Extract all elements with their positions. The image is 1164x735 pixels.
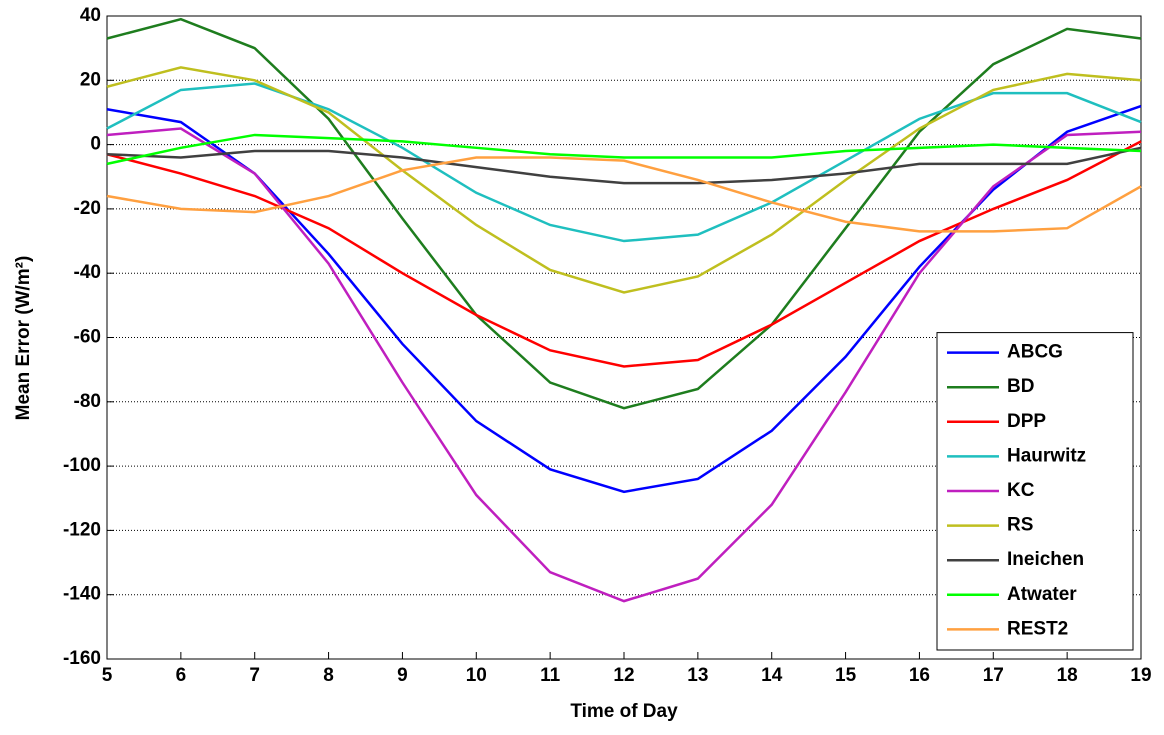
- legend-label: Ineichen: [1007, 549, 1084, 570]
- y-tick-label: 40: [80, 5, 101, 26]
- y-tick-label: 0: [90, 134, 101, 155]
- x-tick-label: 11: [540, 665, 561, 686]
- x-tick-label: 9: [397, 665, 408, 686]
- y-tick-label: -40: [74, 262, 101, 283]
- legend-label: KC: [1007, 480, 1035, 501]
- series-line: [106, 82, 1142, 243]
- x-tick-label: 19: [1130, 665, 1151, 686]
- y-tick-label: -120: [63, 519, 101, 540]
- series-line: [106, 127, 1142, 603]
- series-line: [106, 146, 1142, 185]
- x-tick-label: 5: [102, 665, 113, 686]
- x-tick-label: 8: [323, 665, 334, 686]
- legend-label: BD: [1007, 376, 1034, 397]
- x-tick-label: 13: [687, 665, 708, 686]
- x-tick-label: 18: [1057, 665, 1078, 686]
- legend-label: RS: [1007, 515, 1033, 536]
- y-tick-label: -160: [63, 648, 101, 669]
- x-tick-label: 17: [983, 665, 1004, 686]
- x-tick-label: 16: [909, 665, 930, 686]
- legend-label: DPP: [1007, 411, 1046, 432]
- legend-label: Atwater: [1007, 584, 1077, 605]
- x-tick-label: 14: [761, 665, 783, 686]
- x-axis-label: Time of Day: [570, 701, 678, 722]
- y-tick-label: -140: [63, 584, 101, 605]
- x-tick-label: 10: [466, 665, 487, 686]
- plot-frame: [106, 15, 1142, 660]
- series-line: [106, 156, 1142, 233]
- x-tick-label: 6: [176, 665, 187, 686]
- x-tick-label: 12: [613, 665, 634, 686]
- x-tick-label: 15: [835, 665, 857, 686]
- legend-label: REST2: [1007, 618, 1068, 639]
- y-tick-label: -20: [74, 198, 101, 219]
- y-tick-label: -80: [74, 391, 101, 412]
- y-tick-label: -60: [74, 327, 101, 348]
- legend-label: ABCG: [1007, 342, 1063, 363]
- legend-label: Haurwitz: [1007, 445, 1086, 466]
- series-line: [106, 17, 1142, 410]
- y-axis-label: Mean Error (W/m²): [13, 256, 34, 421]
- y-tick-label: 20: [80, 69, 101, 90]
- x-tick-label: 7: [249, 665, 260, 686]
- y-tick-label: -100: [63, 455, 101, 476]
- series-line: [106, 133, 1142, 166]
- series-line: [106, 66, 1142, 294]
